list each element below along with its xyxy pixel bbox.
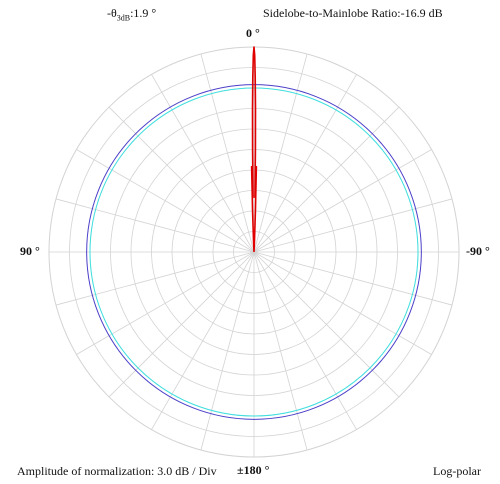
angle-label-right: -90 ° [466, 244, 490, 258]
grid-spoke [76, 149, 255, 253]
grid-spoke [108, 251, 255, 398]
amplitude-caption: Amplitude of normalization: 3.0 dB / Div [17, 464, 217, 478]
grid-spoke [253, 251, 400, 398]
beamwidth-readout: -θ3dB:1.9 ° [107, 6, 157, 23]
angle-label-bottom: ±180 ° [237, 463, 270, 477]
grid-spokes [49, 47, 459, 457]
grid-spoke [253, 251, 308, 451]
grid-spoke [253, 251, 357, 430]
grid-spoke [55, 251, 255, 306]
slr-readout: Sidelobe-to-Mainlobe Ratio:-16.9 dB [263, 6, 443, 20]
grid-spoke [253, 74, 357, 253]
scale-mode-caption: Log-polar [433, 464, 481, 478]
series-pattern-line [250, 46, 258, 253]
angle-label-left: 90 ° [20, 244, 40, 258]
grid-spoke [76, 251, 255, 355]
grid-spoke [253, 106, 400, 253]
grid-spoke [253, 53, 308, 253]
grid-spoke [108, 106, 255, 253]
grid-spoke [200, 53, 255, 253]
grid-spoke [253, 251, 432, 355]
grid-spoke [253, 251, 453, 306]
angle-label-top: 0 ° [246, 26, 260, 40]
reference-ring-outer [86, 84, 422, 420]
grid-spoke [151, 251, 255, 430]
grid-spoke [253, 149, 432, 253]
grid-spoke [151, 74, 255, 253]
grid-spoke [200, 251, 255, 451]
reference-ring-inner [89, 87, 419, 417]
grid-spoke [55, 198, 255, 253]
grid-spoke [253, 198, 453, 253]
